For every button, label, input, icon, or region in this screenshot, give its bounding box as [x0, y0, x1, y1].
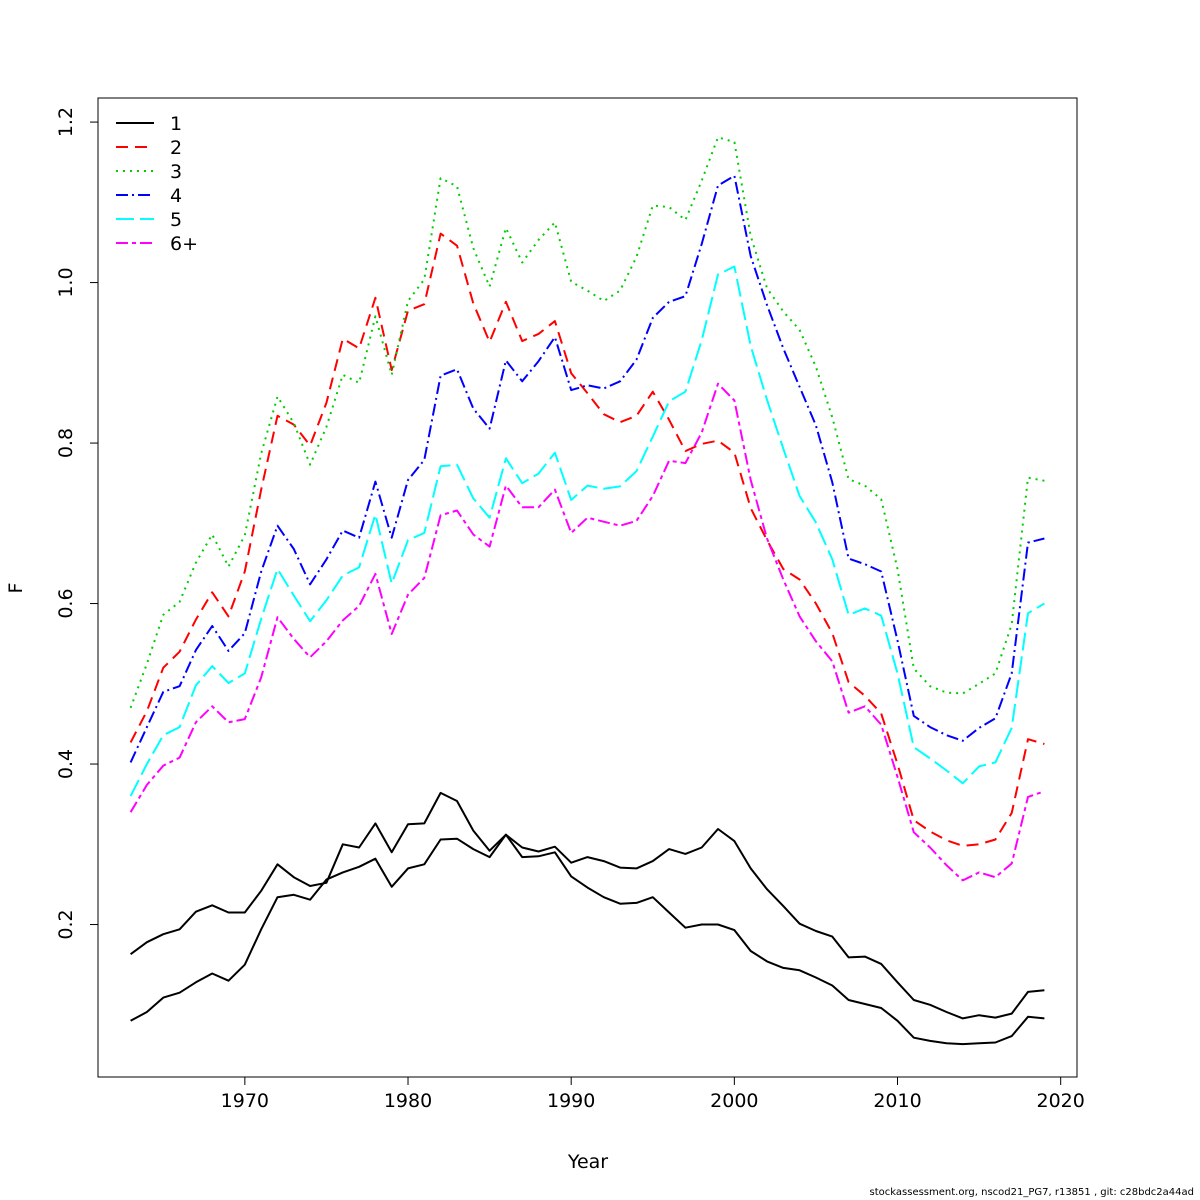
legend-label: 6+ — [170, 233, 198, 255]
y-axis: 0.2 0.4 0.6 0.8 1.0 1.2 — [55, 107, 99, 940]
series-line-extra-1 — [130, 791, 1045, 1020]
series-line-3 — [129, 136, 1045, 709]
series-line-4 — [129, 174, 1045, 763]
y-tick-label: 0.2 — [55, 909, 77, 939]
legend-label: 4 — [170, 185, 182, 207]
footer-credit: stockassessment.org, nscod21_PG7, r13851… — [869, 1187, 1194, 1198]
x-tick-label: 1990 — [547, 1090, 595, 1112]
legend-label: 5 — [170, 209, 182, 231]
series-line-6plus — [129, 382, 1045, 882]
legend-label: 3 — [170, 161, 182, 183]
x-tick-label: 2000 — [710, 1090, 758, 1112]
series-line-1 — [130, 833, 1045, 1046]
y-tick-label: 0.4 — [55, 749, 77, 779]
x-tick-label: 1980 — [384, 1090, 432, 1112]
legend-label: 1 — [170, 113, 182, 135]
x-axis: 1970 1980 1990 2000 2010 2020 — [221, 1076, 1085, 1112]
plot-frame — [97, 97, 1078, 1078]
y-tick-label: 1.0 — [55, 267, 77, 297]
series-line-2 — [129, 232, 1045, 847]
x-axis-title: Year — [567, 1151, 608, 1173]
x-tick-label: 2020 — [1037, 1090, 1085, 1112]
legend-label: 2 — [170, 137, 182, 159]
series-layer — [129, 136, 1045, 1046]
y-axis-title: F — [5, 583, 27, 594]
y-tick-label: 0.8 — [55, 428, 77, 458]
y-tick-label: 1.2 — [55, 107, 77, 137]
y-tick-label: 0.6 — [55, 588, 77, 618]
series-line-5 — [129, 265, 1045, 797]
x-tick-label: 1970 — [221, 1090, 269, 1112]
x-tick-label: 2010 — [873, 1090, 921, 1112]
